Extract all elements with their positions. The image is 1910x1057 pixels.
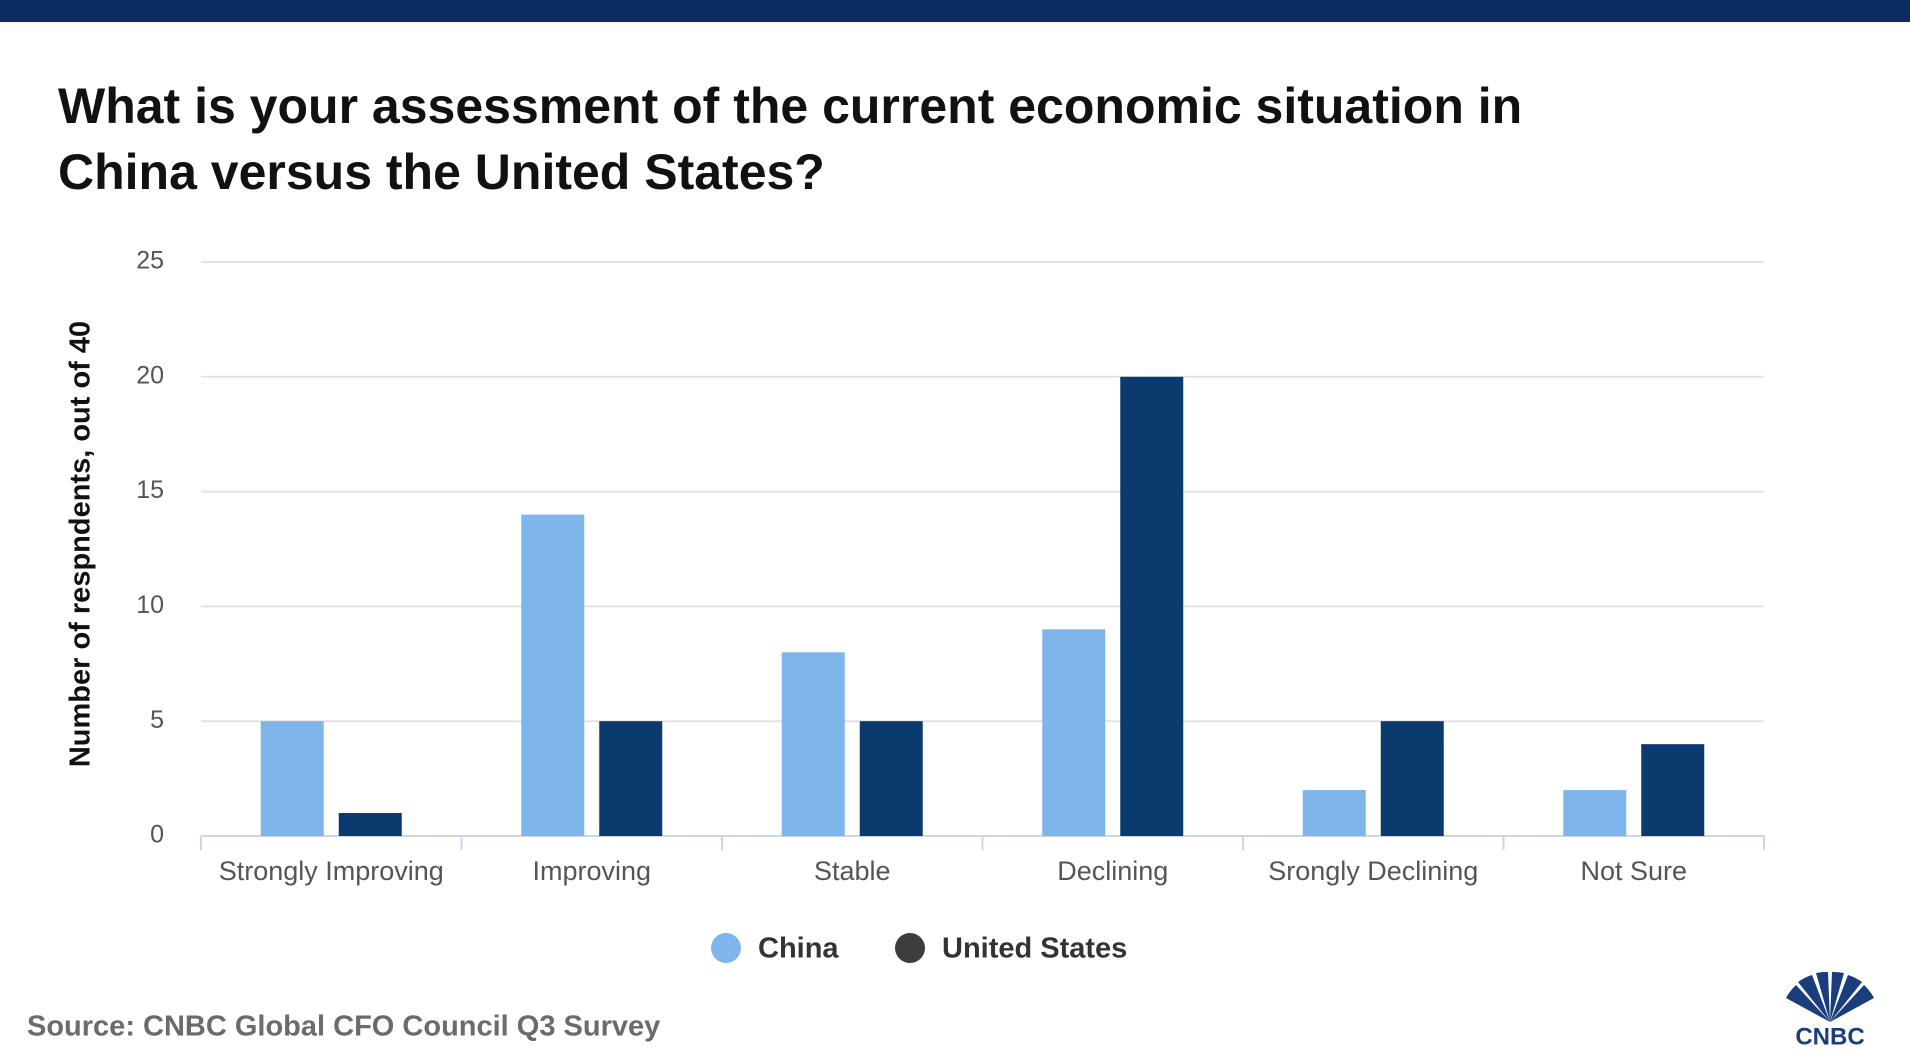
y-tick-label: 25: [136, 247, 164, 275]
y-tick-label: 10: [136, 591, 164, 619]
logo-feather: [1830, 975, 1862, 1022]
bar: [1641, 744, 1705, 836]
x-tick-label: Declining: [1057, 856, 1168, 886]
bar: [1120, 376, 1184, 836]
legend-marker: [711, 933, 741, 963]
y-tick-label: 5: [150, 706, 164, 734]
title-line: China versus the United States?: [58, 144, 825, 200]
bar: [1042, 629, 1106, 836]
bar: [781, 652, 845, 836]
legend-label: United States: [942, 933, 1127, 965]
y-tick-label: 0: [150, 821, 164, 849]
source: Source: CNBC Global CFO Council Q3 Surve…: [27, 1011, 660, 1043]
bar: [859, 721, 923, 836]
bar: [1380, 721, 1444, 836]
bar: [521, 514, 585, 836]
x-tick-label: Not Sure: [1580, 856, 1687, 886]
x-tick-label: Stable: [814, 856, 891, 886]
title-line: What is your assessment of the current e…: [58, 78, 1522, 134]
x-tick-label: Srongly Declining: [1268, 856, 1478, 886]
logo-text: CNBC: [1795, 1023, 1864, 1050]
bar: [1563, 790, 1627, 836]
bar: [338, 813, 402, 836]
top-bar: [0, 0, 1910, 22]
y-axis-label: Number of respndents, out of 40: [65, 321, 97, 767]
bar: [1302, 790, 1366, 836]
logo-feather: [1830, 985, 1874, 1022]
bar: [599, 721, 663, 836]
logo-feather: [1816, 971, 1830, 1022]
logo-feather: [1786, 985, 1830, 1022]
y-tick-label: 15: [136, 476, 164, 504]
chart-title: What is your assessment of the current e…: [58, 78, 1522, 200]
legend-label: China: [758, 933, 839, 965]
logo-feather: [1830, 971, 1844, 1022]
logo-feather: [1798, 975, 1830, 1022]
bar: [260, 721, 324, 836]
legend-marker: [895, 933, 925, 963]
logo: CNBC: [1786, 971, 1874, 1050]
x-tick-label: Improving: [532, 856, 651, 886]
x-tick-label: Strongly Improving: [219, 856, 444, 886]
y-tick-label: 20: [136, 361, 164, 389]
